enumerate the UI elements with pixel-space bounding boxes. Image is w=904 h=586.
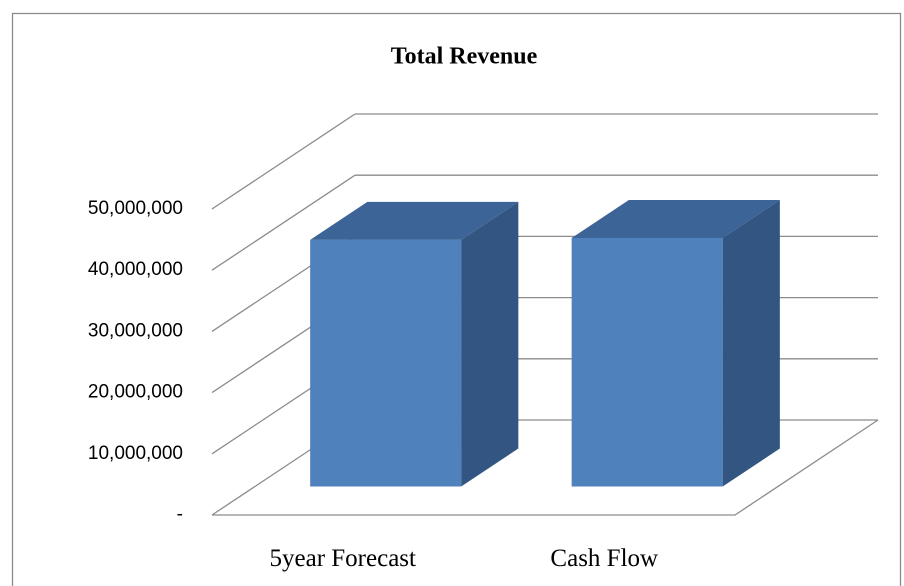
x-tick-label: 5year Forecast bbox=[270, 545, 417, 572]
y-tick-label: - bbox=[177, 504, 183, 525]
floor bbox=[212, 419, 879, 516]
y-tick-label: 50,000,000 bbox=[88, 198, 183, 219]
y-tick-label: 40,000,000 bbox=[88, 259, 183, 280]
grid-line bbox=[211, 113, 356, 210]
y-tick-label: 10,000,000 bbox=[88, 443, 183, 464]
grid-line bbox=[211, 174, 356, 271]
bar-top bbox=[571, 200, 780, 239]
bar-side bbox=[722, 200, 780, 487]
bar-top bbox=[310, 201, 519, 240]
bar-side bbox=[461, 201, 519, 487]
bar bbox=[310, 239, 462, 487]
y-tick-label: 30,000,000 bbox=[88, 320, 183, 341]
bar bbox=[571, 238, 723, 487]
x-tick-label: Cash Flow bbox=[550, 545, 658, 572]
y-tick-label: 20,000,000 bbox=[88, 382, 183, 403]
chart-title: Total Revenue bbox=[391, 44, 538, 70]
